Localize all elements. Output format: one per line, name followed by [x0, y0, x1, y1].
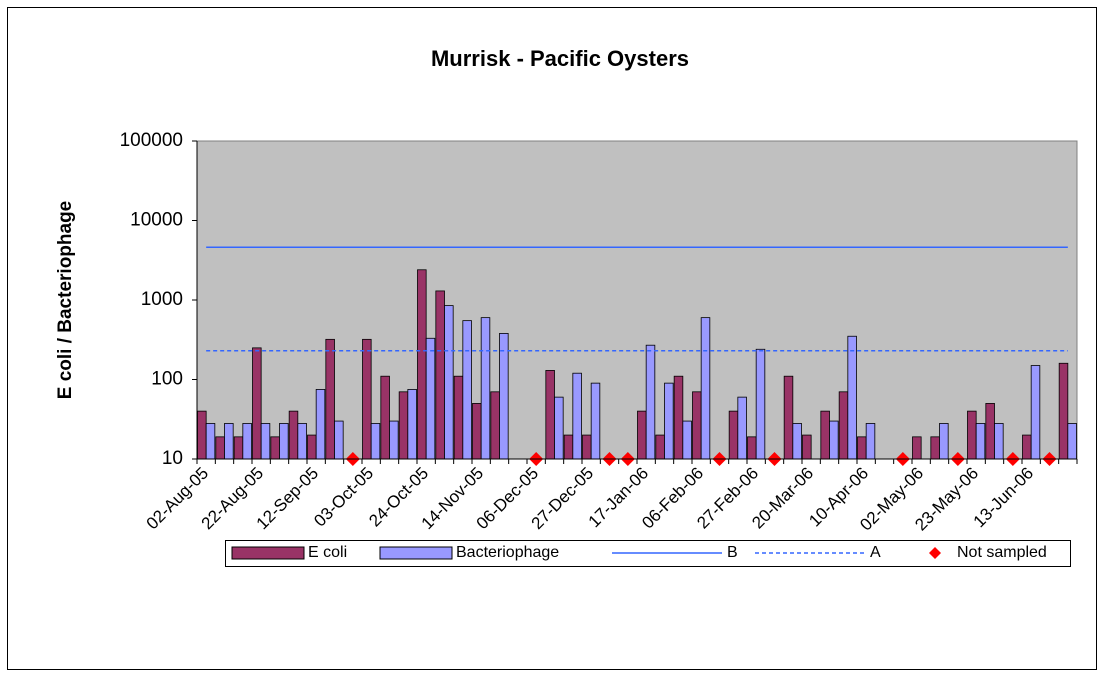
bar	[975, 423, 986, 460]
y-axis-label: E coli / Bacteriophage	[55, 201, 76, 400]
bar	[582, 434, 592, 460]
bar	[637, 410, 647, 460]
bar	[802, 434, 812, 460]
bar	[398, 391, 409, 460]
bar	[380, 375, 390, 460]
bar	[1030, 365, 1041, 460]
bar	[197, 410, 207, 460]
bar	[389, 420, 399, 460]
bar	[737, 396, 747, 460]
bar	[233, 436, 244, 460]
bar	[252, 347, 262, 460]
legend-label: B	[727, 544, 738, 561]
bar	[307, 434, 317, 460]
bar	[325, 338, 335, 460]
bar	[407, 389, 417, 460]
bar	[857, 436, 867, 460]
bar	[554, 396, 564, 460]
bar	[829, 420, 839, 460]
bar	[334, 420, 344, 460]
bar	[472, 403, 482, 460]
bar	[865, 423, 876, 460]
bar	[270, 436, 280, 460]
legend-label: A	[870, 544, 881, 561]
bar	[1058, 362, 1069, 460]
bar	[370, 423, 381, 460]
bar	[572, 372, 582, 460]
bar	[417, 269, 427, 460]
y-tick-label: 10	[162, 448, 183, 469]
bar	[664, 382, 674, 460]
legend-swatch	[379, 546, 453, 560]
legend-swatch	[929, 547, 941, 559]
bar	[279, 423, 289, 460]
bar	[700, 317, 711, 460]
bar	[682, 420, 692, 460]
bar	[1067, 423, 1077, 460]
bar	[994, 423, 1004, 460]
y-tick-label: 10000	[130, 210, 183, 231]
bar	[747, 436, 757, 460]
bar	[985, 403, 995, 460]
bar	[499, 333, 509, 460]
bar	[792, 423, 802, 460]
legend-label: E coli	[308, 544, 347, 561]
bar	[315, 389, 326, 460]
bar	[545, 370, 555, 460]
bar	[590, 382, 601, 460]
y-tick-label: 1000	[141, 289, 183, 310]
bar	[967, 410, 977, 460]
bar	[425, 337, 436, 460]
bar	[563, 434, 574, 460]
bar	[297, 423, 307, 460]
bar	[1022, 434, 1032, 460]
bar	[362, 338, 372, 460]
legend-swatch	[231, 546, 305, 560]
bar	[444, 305, 454, 460]
bar	[480, 317, 491, 460]
bar	[728, 410, 739, 460]
bar	[930, 436, 940, 460]
bar	[645, 344, 656, 460]
bar	[692, 391, 702, 460]
chart-title: Murrisk - Pacific Oysters	[431, 46, 689, 71]
plot-area	[196, 140, 1078, 460]
bar	[205, 423, 216, 460]
bar	[288, 410, 299, 460]
bar	[783, 375, 794, 460]
bar	[260, 423, 271, 460]
bar	[847, 335, 857, 460]
bar	[655, 434, 665, 460]
legend-label: Not sampled	[957, 544, 1047, 561]
bar	[462, 320, 472, 460]
bar	[490, 391, 500, 460]
y-tick-label: 100000	[120, 130, 183, 151]
legend-label: Bacteriophage	[456, 544, 559, 561]
bar	[939, 423, 949, 460]
bar	[820, 410, 830, 460]
bar	[453, 375, 464, 460]
y-tick-label: 100	[151, 369, 183, 390]
bar	[673, 375, 684, 460]
bar	[224, 423, 234, 460]
bar	[755, 348, 766, 460]
bar	[838, 391, 849, 460]
bar	[242, 423, 252, 460]
bar	[215, 436, 225, 460]
bar	[435, 290, 445, 460]
bar	[912, 436, 922, 460]
